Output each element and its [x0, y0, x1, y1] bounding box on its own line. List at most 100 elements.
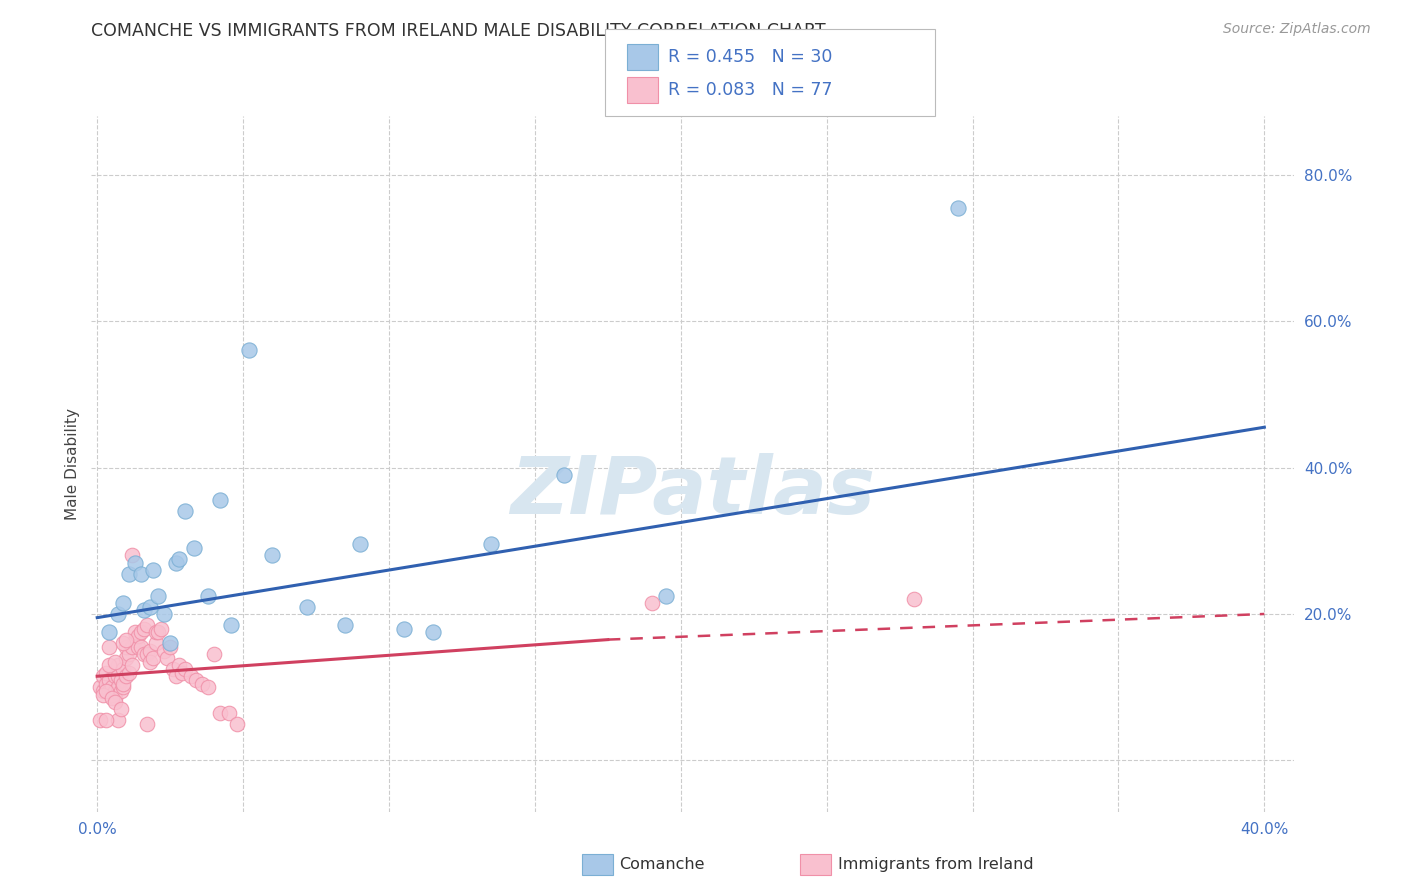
Point	[903, 592, 925, 607]
Point	[148, 625, 170, 640]
Text: Comanche: Comanche	[619, 857, 704, 871]
Point	[170, 665, 193, 680]
Point	[104, 655, 127, 669]
Point	[101, 691, 124, 706]
Point	[115, 632, 138, 647]
Point	[91, 684, 114, 698]
Point	[238, 343, 260, 358]
Point	[112, 662, 135, 676]
Point	[553, 467, 575, 482]
Point	[107, 658, 129, 673]
Point	[97, 684, 120, 698]
Point	[124, 632, 146, 647]
Point	[197, 680, 219, 694]
Point	[118, 647, 141, 661]
Point	[121, 640, 143, 654]
Point	[112, 680, 135, 694]
Point	[153, 643, 176, 657]
Point	[129, 625, 152, 640]
Point	[115, 651, 138, 665]
Point	[115, 669, 138, 683]
Point	[118, 566, 141, 581]
Point	[91, 669, 114, 683]
Point	[218, 706, 240, 720]
Text: COMANCHE VS IMMIGRANTS FROM IRELAND MALE DISABILITY CORRELATION CHART: COMANCHE VS IMMIGRANTS FROM IRELAND MALE…	[91, 22, 825, 40]
Point	[142, 563, 165, 577]
Point	[97, 658, 120, 673]
Point	[186, 673, 208, 687]
Point	[91, 688, 114, 702]
Point	[129, 566, 152, 581]
Point	[139, 643, 162, 657]
Point	[112, 676, 135, 690]
Point	[107, 669, 129, 683]
Point	[183, 541, 205, 555]
Point	[135, 716, 157, 731]
Point	[145, 636, 167, 650]
Point	[640, 596, 662, 610]
Point	[107, 713, 129, 727]
Point	[132, 603, 155, 617]
Point	[167, 552, 190, 566]
Point	[101, 680, 124, 694]
Point	[132, 647, 155, 661]
Point	[197, 589, 219, 603]
Text: Immigrants from Ireland: Immigrants from Ireland	[838, 857, 1033, 871]
Y-axis label: Male Disability: Male Disability	[65, 408, 80, 520]
Point	[349, 537, 371, 551]
Point	[124, 556, 146, 570]
Text: R = 0.083   N = 77: R = 0.083 N = 77	[668, 81, 832, 99]
Point	[127, 640, 149, 654]
Point	[118, 665, 141, 680]
Point	[162, 662, 184, 676]
Point	[946, 201, 969, 215]
Point	[159, 636, 181, 650]
Point	[110, 702, 132, 716]
Point	[127, 629, 149, 643]
Point	[110, 673, 132, 687]
Point	[191, 676, 214, 690]
Point	[104, 695, 127, 709]
Point	[121, 549, 143, 563]
Point	[153, 607, 176, 621]
Text: R = 0.455   N = 30: R = 0.455 N = 30	[668, 48, 832, 66]
Point	[221, 618, 243, 632]
Point	[110, 684, 132, 698]
Point	[165, 556, 187, 570]
Point	[173, 504, 195, 518]
Point	[115, 640, 138, 654]
Point	[156, 651, 179, 665]
Point	[335, 618, 357, 632]
Point	[104, 669, 127, 683]
Point	[94, 676, 117, 690]
Point	[129, 640, 152, 654]
Point	[112, 596, 135, 610]
Point	[167, 658, 190, 673]
Point	[139, 599, 162, 614]
Point	[208, 493, 231, 508]
Point	[150, 622, 173, 636]
Point	[104, 684, 127, 698]
Point	[132, 622, 155, 636]
Point	[180, 669, 202, 683]
Point	[124, 625, 146, 640]
Point	[226, 716, 249, 731]
Point	[101, 688, 124, 702]
Point	[655, 589, 678, 603]
Text: ZIPatlas: ZIPatlas	[510, 452, 875, 531]
Point	[107, 680, 129, 694]
Point	[89, 680, 111, 694]
Point	[97, 640, 120, 654]
Point	[139, 655, 162, 669]
Point	[121, 658, 143, 673]
Point	[297, 599, 319, 614]
Point	[159, 640, 181, 654]
Point	[97, 673, 120, 687]
Point	[112, 636, 135, 650]
Point	[479, 537, 502, 551]
Point	[135, 618, 157, 632]
Point	[208, 706, 231, 720]
Point	[422, 625, 444, 640]
Point	[135, 647, 157, 661]
Point	[165, 669, 187, 683]
